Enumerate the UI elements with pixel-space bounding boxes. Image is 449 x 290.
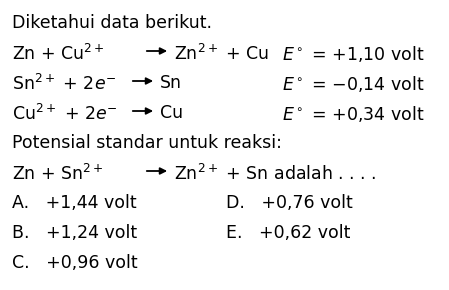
- Text: Zn + Sn$^{2+}$: Zn + Sn$^{2+}$: [12, 164, 104, 184]
- Text: Zn + Cu$^{2+}$: Zn + Cu$^{2+}$: [12, 44, 105, 64]
- Text: $E$$^\circ$ = +0,34 volt: $E$$^\circ$ = +0,34 volt: [282, 104, 424, 124]
- Text: Zn$^{2+}$ + Sn adalah . . . .: Zn$^{2+}$ + Sn adalah . . . .: [174, 164, 377, 184]
- Text: D.   +0,76 volt: D. +0,76 volt: [226, 194, 353, 212]
- Text: Cu: Cu: [160, 104, 183, 122]
- Text: Potensial standar untuk reaksi:: Potensial standar untuk reaksi:: [12, 134, 282, 152]
- Text: Sn: Sn: [160, 74, 182, 92]
- Text: Diketahui data berikut.: Diketahui data berikut.: [12, 14, 212, 32]
- Text: E.   +0,62 volt: E. +0,62 volt: [226, 224, 350, 242]
- Text: A.   +1,44 volt: A. +1,44 volt: [12, 194, 136, 212]
- Text: $E$$^\circ$ = +1,10 volt: $E$$^\circ$ = +1,10 volt: [282, 44, 424, 64]
- Text: $E$$^\circ$ = $-$0,14 volt: $E$$^\circ$ = $-$0,14 volt: [282, 74, 424, 94]
- Text: Zn$^{2+}$ + Cu: Zn$^{2+}$ + Cu: [174, 44, 269, 64]
- Text: Cu$^{2+}$ + 2$e^{-}$: Cu$^{2+}$ + 2$e^{-}$: [12, 104, 118, 124]
- Text: C.   +0,96 volt: C. +0,96 volt: [12, 254, 138, 272]
- Text: B.   +1,24 volt: B. +1,24 volt: [12, 224, 137, 242]
- Text: Sn$^{2+}$ + 2$e^{-}$: Sn$^{2+}$ + 2$e^{-}$: [12, 74, 116, 94]
